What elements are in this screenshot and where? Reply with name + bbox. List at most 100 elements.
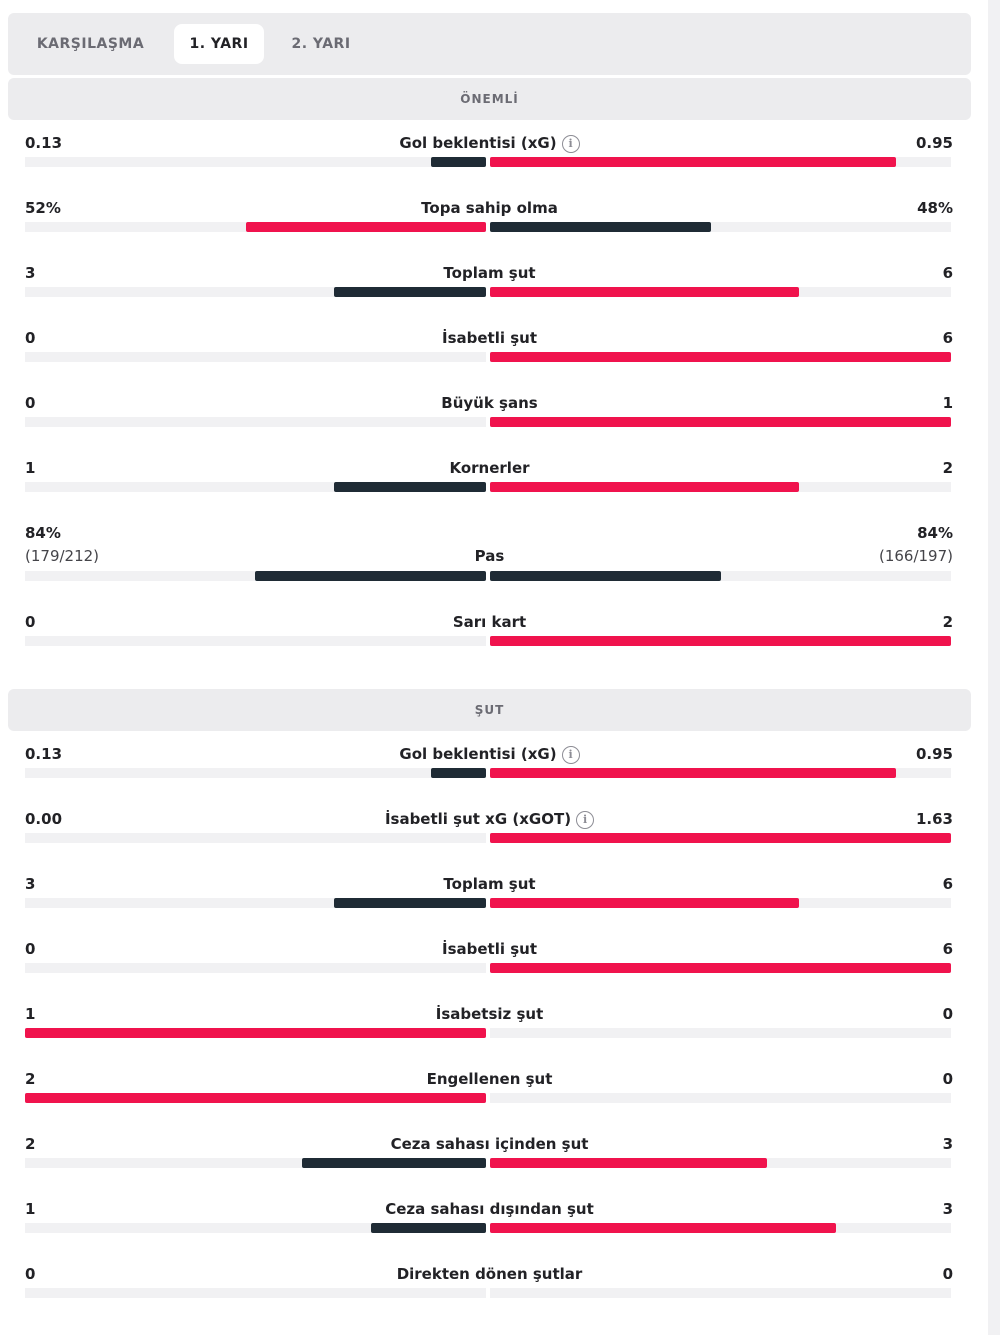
stat-row: 0 Direkten dönen şutlar 0 [8,1251,971,1316]
home-bar-fill [371,1223,486,1233]
stat-label: Topa sahip olma [8,199,971,217]
home-bar-track [25,768,486,778]
section-header: ŞUT [8,689,971,731]
away-bar-fill [490,287,799,297]
away-bar-track [490,1223,951,1233]
home-bar-track [25,1028,486,1038]
away-value: 0.95 [915,134,953,152]
stat-row: 0 İsabetli şut 6 [8,315,971,380]
stat-row: 3 Toplam şut 6 [8,250,971,315]
away-bar-track [490,417,951,427]
stat-label-text: Gol beklentisi (xG) [399,134,557,152]
stat-label-text: Toplam şut [443,875,536,893]
home-bar-track [25,963,486,973]
away-bar-fill [490,768,896,778]
home-bar-track [25,352,486,362]
stat-label-text: Ceza sahası dışından şut [385,1200,594,1218]
stat-label: Büyük şans [8,394,971,412]
home-bar-track [25,833,486,843]
away-value: 2 [942,613,953,631]
stat-label: Toplam şut [8,875,971,893]
stat-label: Toplam şut [8,264,971,282]
stat-row: 3 Toplam şut 6 [8,861,971,926]
away-bar-fill [490,417,951,427]
away-bar-track [490,1093,951,1103]
stat-label: Kornerler [8,459,971,477]
away-value: 6 [942,875,953,893]
away-value: 84% [917,524,953,542]
scrollbar-track[interactable] [988,0,1000,1335]
home-value: 2 [25,1070,36,1088]
home-bar-track [25,482,486,492]
away-bar-track [490,222,951,232]
stat-label-text: İsabetli şut [442,329,537,347]
home-subvalue: (179/212) [25,547,100,565]
stat-label-text: Büyük şans [441,394,538,412]
stat-label: Gol beklentisi (xG) i [8,745,971,764]
stat-label: Ceza sahası dışından şut [8,1200,971,1218]
away-bar-track [490,352,951,362]
stat-label: İsabetli şut [8,940,971,958]
home-bar-fill [25,1093,486,1103]
home-value: 3 [25,875,36,893]
home-bar-track [25,1158,486,1168]
stat-row: 0 Büyük şans 1 [8,380,971,445]
stat-label: Sarı kart [8,613,971,631]
away-value: 3 [942,1135,953,1153]
home-bar-track [25,417,486,427]
away-bar-fill [490,963,951,973]
stats-panel: KARŞILAŞMA 1. YARI 2. YARI ÖNEMLİ 0.13 Gol… [8,13,971,1316]
stat-row: 2 Engellenen şut 0 [8,1056,971,1121]
stat-label-text: Engellenen şut [426,1070,553,1088]
away-value: 48% [917,199,953,217]
away-bar-fill [490,222,711,232]
info-icon[interactable]: i [576,811,595,829]
info-icon[interactable]: i [561,135,580,153]
home-value: 1 [25,1005,36,1023]
away-bar-track [490,1288,951,1298]
away-bar-track [490,636,951,646]
away-bar-fill [490,157,896,167]
tab-second-half[interactable]: 2. YARI [291,36,351,52]
away-bar-fill [490,482,799,492]
home-bar-fill [431,768,486,778]
home-bar-track [25,898,486,908]
tab-match[interactable]: KARŞILAŞMA [36,36,145,52]
away-bar-fill [490,1158,767,1168]
stats-rows: 0.13 Gol beklentisi (xG) i 0.95 52% Topa sahi… [8,120,971,664]
stat-row: 1 Ceza sahası dışından şut 3 [8,1186,971,1251]
stat-label-text: İsabetli şut xG (xGOT) [384,810,572,828]
info-icon[interactable]: i [561,746,580,764]
tab-first-half[interactable]: 1. YARI [174,24,264,64]
home-bar-track [25,636,486,646]
stat-label: Ceza sahası içinden şut [8,1135,971,1153]
away-bar-fill [490,833,951,843]
stat-row: 0.00 İsabetli şut xG (xGOT) i 1.63 [8,796,971,861]
home-bar-fill [431,157,486,167]
home-value: 1 [25,459,36,477]
stat-label-text: Direkten dönen şutlar [396,1265,583,1283]
away-value: 6 [942,329,953,347]
stat-label: İsabetli şut [8,329,971,347]
home-bar-track [25,1288,486,1298]
stat-label-text: Sarı kart [452,613,527,631]
home-value: 0.13 [25,134,63,152]
home-value: 84% [25,524,61,542]
home-value: 0.13 [25,745,63,763]
section-spacer [8,664,971,686]
stat-label-text: Ceza sahası içinden şut [390,1135,589,1153]
home-value: 0 [25,940,36,958]
away-value: 0 [942,1070,953,1088]
stat-row: 0.13 Gol beklentisi (xG) i 0.95 [8,120,971,185]
home-value: 0 [25,394,36,412]
stats-rows: 0.13 Gol beklentisi (xG) i 0.95 0.00 İsabetli… [8,731,971,1316]
stat-label-text: Toplam şut [443,264,536,282]
stat-label-text: İsabetsiz şut [435,1005,544,1023]
away-value: 6 [942,264,953,282]
away-bar-fill [490,1223,836,1233]
home-value: 0 [25,329,36,347]
home-bar-track [25,222,486,232]
away-bar-track [490,571,951,581]
away-bar-track [490,287,951,297]
home-value: 0 [25,1265,36,1283]
